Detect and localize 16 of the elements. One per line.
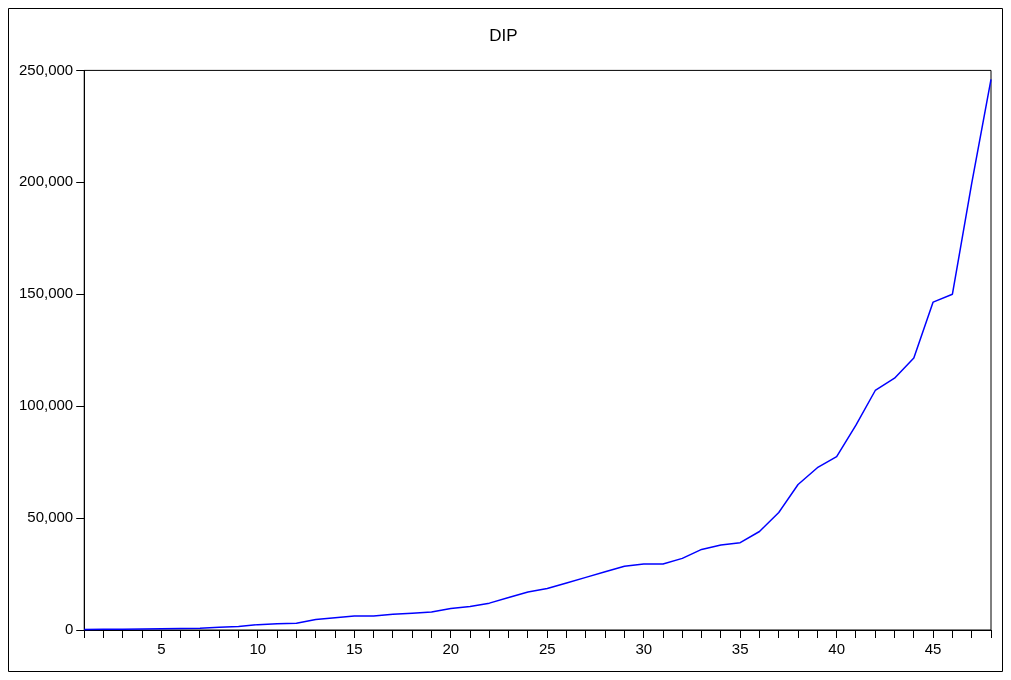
chart-title: DIP: [489, 25, 518, 45]
x-tick-label: 15: [345, 640, 363, 658]
x-tick-label: 10: [249, 640, 267, 658]
x-tick-label: 30: [635, 640, 653, 658]
y-tick-label: 100,000: [18, 396, 74, 414]
x-tick-label: 20: [442, 640, 460, 658]
x-tick-label: 5: [157, 640, 166, 658]
y-tick-label: 0: [64, 620, 74, 638]
y-tick-label: 50,000: [27, 508, 74, 526]
x-tick-label: 35: [731, 640, 749, 658]
y-tick-label: 150,000: [18, 284, 74, 302]
y-tick-label: 250,000: [18, 60, 74, 78]
y-tick-label: 200,000: [18, 172, 74, 190]
x-tick-label: 45: [924, 640, 942, 658]
x-tick-label: 40: [828, 640, 845, 658]
x-tick-label: 25: [538, 640, 556, 658]
